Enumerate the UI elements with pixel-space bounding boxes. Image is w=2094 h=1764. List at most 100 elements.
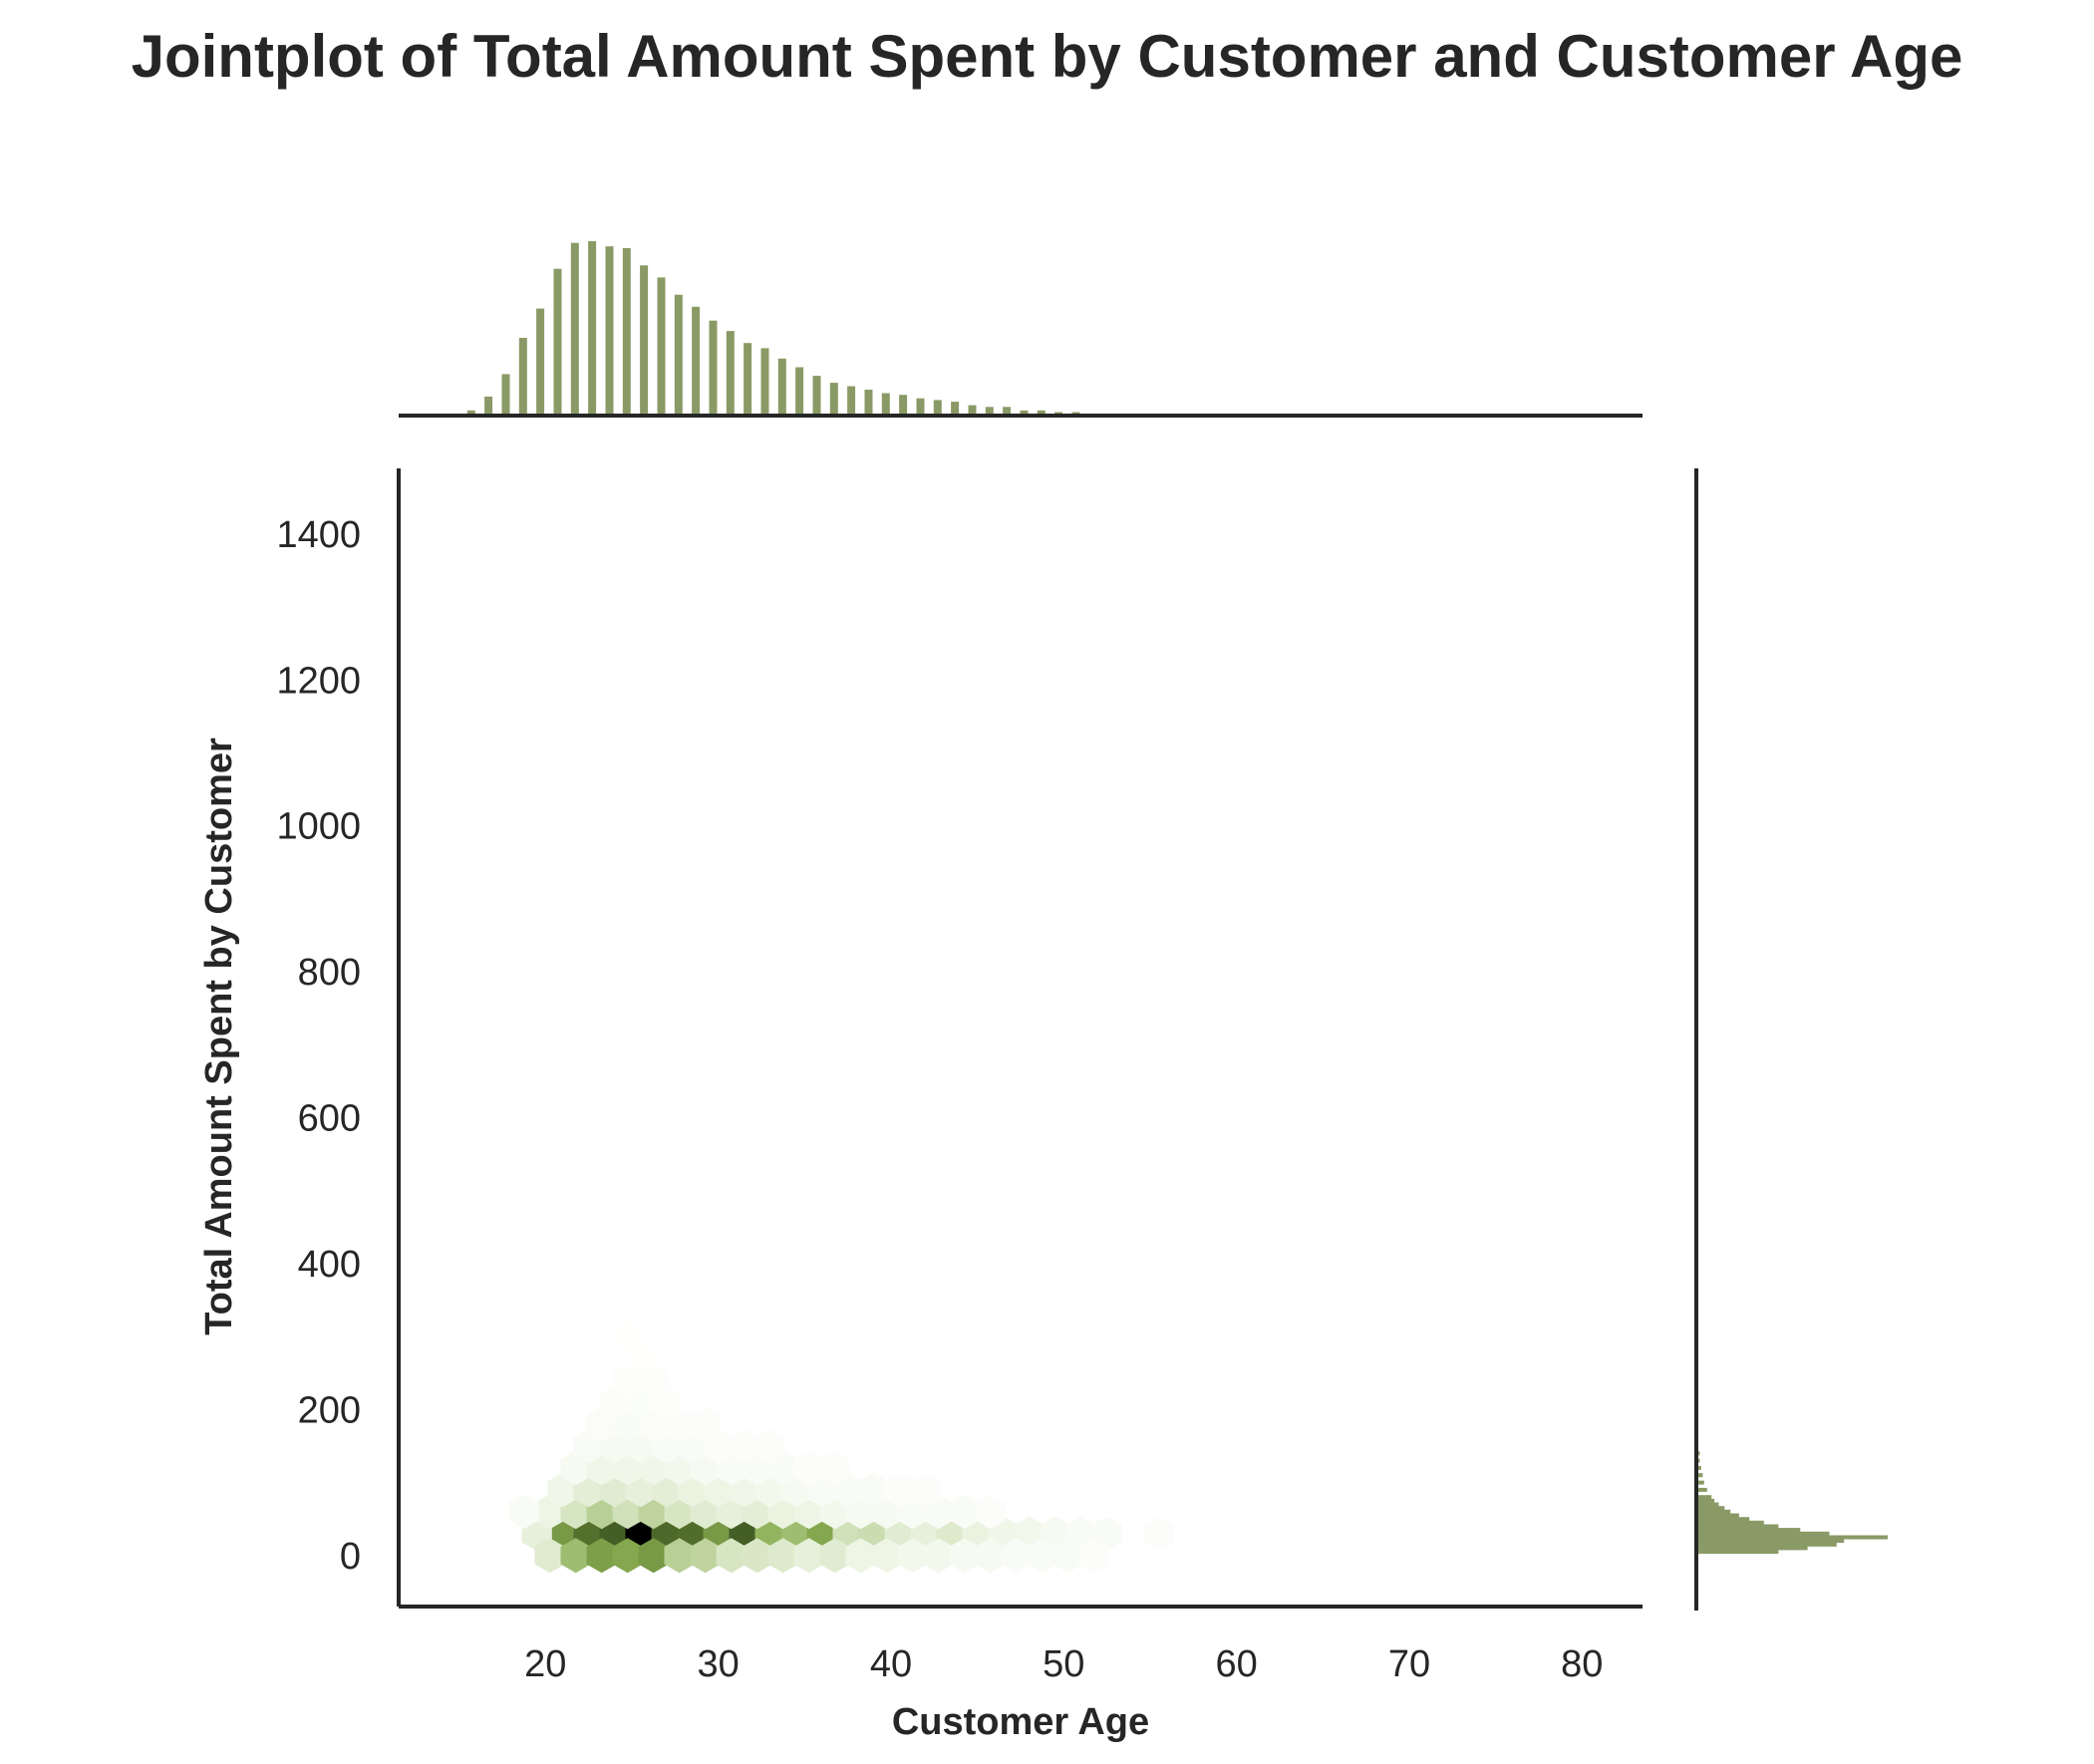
top-marginal-bar-20: [812, 376, 821, 416]
top-marginal-bar-12: [674, 294, 683, 416]
top-marginal-bar-25: [899, 395, 908, 416]
hexbin-cell-103: [690, 1406, 721, 1442]
top-marginal-bar-23: [864, 390, 873, 416]
top-marginal-bar-0: [466, 410, 475, 416]
hexbin-cell-35: [819, 1538, 850, 1574]
top-marginal-bar-33: [1037, 410, 1046, 416]
y-tick-label-7: 1400: [276, 514, 361, 556]
top-marginal-bar-1: [484, 396, 493, 416]
hexbin-cell-28: [638, 1538, 669, 1574]
right-marginal-bar-0: [1698, 1550, 1779, 1555]
top-marginal-bar-24: [881, 393, 890, 416]
hexbin-cell-30: [690, 1538, 721, 1574]
right-marginal-bar-18: [1698, 1473, 1703, 1478]
hexbin-cell-45: [1078, 1538, 1109, 1574]
right-marginal-bar-14: [1698, 1498, 1715, 1503]
top-marginal-bar-9: [622, 247, 631, 416]
top-marginal-bar-2: [501, 374, 510, 416]
y-tick-label-6: 1200: [276, 660, 361, 702]
top-marginal-bar-14: [709, 320, 718, 416]
hexbin-cell-32: [742, 1538, 772, 1574]
top-marginal-bar-32: [1020, 410, 1029, 416]
hexbin-cell-33: [767, 1538, 798, 1574]
hexbin-cell-98: [754, 1428, 785, 1464]
x-tick-label-1: 30: [698, 1643, 740, 1685]
right-marginal-histogram: [1698, 1451, 1888, 1555]
top-marginal-bar-17: [760, 348, 769, 416]
y-tick-label-2: 400: [298, 1244, 361, 1286]
right-marginal-bar-6: [1698, 1528, 1801, 1533]
hexbin-cell-63: [975, 1494, 1006, 1530]
hexbin-cell-42: [1001, 1538, 1032, 1574]
right-marginal-bar-17: [1698, 1480, 1704, 1485]
hexbin-cell-97: [729, 1428, 759, 1464]
hexbin-plot: [508, 1319, 1174, 1574]
hexbin-cell-26: [586, 1538, 617, 1574]
top-marginal-bar-26: [916, 398, 925, 416]
top-marginal-bar-4: [536, 308, 545, 416]
y-tick-label-0: 0: [340, 1536, 361, 1578]
hexbin-cell-34: [793, 1538, 824, 1574]
right-marginal-bar-19: [1698, 1465, 1701, 1470]
right-marginal-bar-5: [1698, 1531, 1830, 1536]
top-marginal-bar-10: [640, 265, 649, 416]
right-marginal-bar-11: [1698, 1509, 1731, 1514]
hexbin-cell-40: [949, 1538, 980, 1574]
hexbin-cell-31: [716, 1538, 747, 1574]
top-marginal-bar-31: [1003, 407, 1012, 416]
right-marginal-bar-2: [1698, 1542, 1837, 1547]
hexbin-cell-62: [949, 1494, 980, 1530]
x-tick-label-6: 80: [1561, 1643, 1603, 1685]
x-tick-label-4: 60: [1216, 1643, 1258, 1685]
right-marginal-bar-16: [1698, 1487, 1707, 1492]
x-tick-label-0: 20: [524, 1643, 566, 1685]
y-tick-labels: 0 200 400 600 800 1000 1200 1400: [276, 514, 361, 1578]
right-marginal-bar-1: [1698, 1546, 1808, 1551]
hexbin-cell-29: [664, 1538, 695, 1574]
y-tick-label-5: 1000: [276, 806, 361, 848]
hexbin-cell-110: [612, 1319, 643, 1354]
top-marginal-bar-27: [933, 400, 942, 416]
right-marginal-bar-15: [1698, 1495, 1712, 1500]
hexbin-cell-43: [1027, 1538, 1057, 1574]
top-marginal-bar-29: [968, 405, 977, 416]
hexbin-cell-44: [1052, 1538, 1083, 1574]
top-marginal-bar-30: [985, 407, 994, 416]
hexbin-cell-37: [871, 1538, 902, 1574]
chart-title: Jointplot of Total Amount Spent by Custo…: [131, 23, 1963, 90]
hexbin-cell-79: [910, 1472, 941, 1508]
hexbin-cell-27: [612, 1538, 643, 1574]
top-marginal-bar-19: [795, 367, 804, 416]
top-marginal-bar-7: [588, 241, 597, 416]
y-tick-label-1: 200: [298, 1389, 361, 1431]
right-marginal-bar-12: [1698, 1506, 1725, 1511]
right-marginal-bar-20: [1698, 1458, 1700, 1463]
top-marginal-bar-28: [951, 402, 960, 416]
top-marginal-bar-18: [777, 358, 786, 416]
hexbin-cell-90: [819, 1450, 850, 1486]
right-marginal-bar-10: [1698, 1513, 1739, 1518]
x-tick-label-2: 40: [870, 1643, 912, 1685]
top-marginal-bar-21: [829, 383, 838, 416]
hexbin-cell-77: [858, 1472, 889, 1508]
right-marginal-bar-13: [1698, 1502, 1719, 1507]
right-marginal-bar-3: [1698, 1539, 1845, 1544]
top-marginal-bar-6: [570, 242, 579, 416]
y-axis-label: Total Amount Spent by Customer: [198, 737, 240, 1335]
hexbin-cell-39: [923, 1538, 954, 1574]
x-tick-label-3: 50: [1043, 1643, 1084, 1685]
right-marginal-bar-7: [1698, 1524, 1779, 1529]
top-marginal-bar-5: [553, 268, 562, 416]
hexbin-cell-22: [1143, 1516, 1174, 1552]
y-tick-label-3: 600: [298, 1098, 361, 1140]
hexbin-cell-24: [534, 1538, 565, 1574]
x-tick-label-5: 70: [1388, 1643, 1430, 1685]
x-axis-label: Customer Age: [892, 1701, 1149, 1743]
hexbin-cell-38: [897, 1538, 928, 1574]
top-marginal-histogram: [466, 241, 1115, 416]
hexbin-cell-36: [845, 1538, 876, 1574]
right-marginal-bar-8: [1698, 1520, 1764, 1525]
top-marginal-bar-8: [605, 246, 614, 416]
x-tick-labels: 20 30 40 50 60 70 80: [524, 1643, 1603, 1685]
